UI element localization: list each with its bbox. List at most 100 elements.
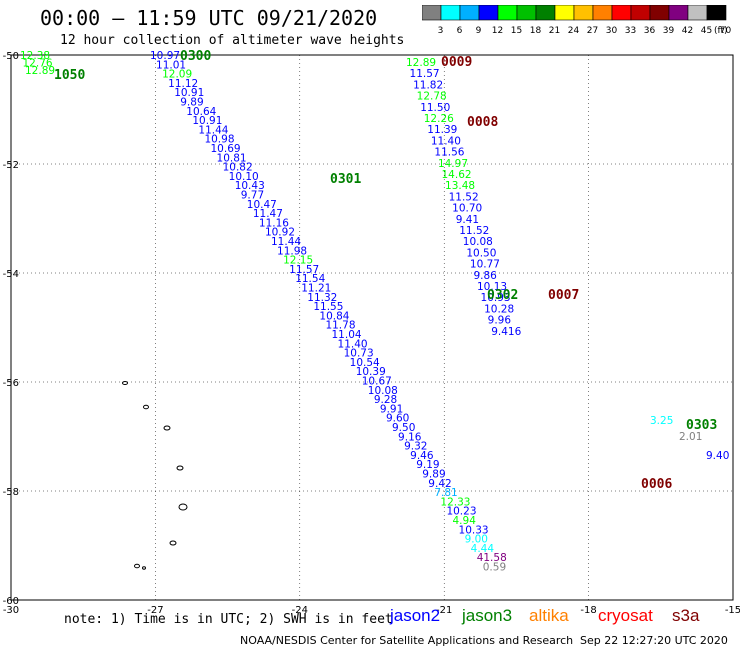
wave-height-label: 11.40: [431, 135, 461, 147]
colorbar-unit: (ft): [714, 26, 728, 36]
wave-height-label: 11.57: [289, 264, 319, 276]
legend-item-cryosat: cryosat: [598, 606, 653, 625]
wave-height-label: 9.28: [374, 394, 397, 406]
colorbar-label: 36: [644, 26, 656, 36]
wave-height-label: 9.86: [473, 270, 497, 282]
wave-height-label: 0.59: [483, 562, 506, 574]
wave-height-label: 10.47: [247, 199, 277, 211]
colorbar-swatch: [706, 5, 727, 21]
legend-item-altika: altika: [529, 606, 569, 625]
wave-height-label: 11.52: [459, 225, 489, 237]
lat-tick-label: -50: [3, 51, 19, 62]
wave-height-label: 11.82: [413, 79, 443, 91]
wave-height-label: 10.64: [186, 106, 216, 118]
wave-height-label: 4.94: [453, 515, 477, 527]
colorbar-label: 30: [606, 26, 618, 36]
wave-height-label: 10.70: [452, 203, 482, 215]
wave-height-label: 10.77: [470, 259, 500, 271]
credit-text: NOAA/NESDIS Center for Satellite Applica…: [240, 634, 574, 647]
colorbar-label: 42: [682, 26, 693, 36]
wave-height-label: 12.15: [283, 255, 313, 267]
wave-height-label: 12.78: [417, 91, 447, 103]
wave-height-label: 11.01: [156, 59, 186, 71]
wave-height-label: 9.42: [428, 478, 451, 490]
wave-height-label: 10.84: [319, 310, 349, 322]
wave-height-label: 10.97: [150, 50, 180, 62]
lon-tick-label: -18: [580, 605, 596, 616]
lon-tick-label: -15: [725, 605, 740, 616]
wave-height-label: 11.98: [277, 245, 307, 257]
island-outline: [122, 381, 128, 385]
wave-height-label: 9.16: [398, 431, 422, 443]
colorbar-label: 9: [476, 26, 482, 36]
wave-height-label: 2.01: [679, 431, 702, 443]
wave-height-label: 10.50: [466, 247, 496, 259]
page-title: 00:00 – 11:59 UTC 09/21/2020: [40, 6, 378, 30]
wave-height-label: 12.89: [25, 65, 55, 77]
wave-height-label: 10.91: [192, 115, 222, 127]
wave-height-label: 10.69: [211, 143, 241, 155]
wave-height-label: 10.93: [481, 292, 511, 304]
wave-height-label: 11.12: [168, 78, 198, 90]
colorbar-label: 12: [492, 26, 503, 36]
wave-height-label: 12.89: [406, 57, 436, 69]
wave-height-label: 11.21: [301, 283, 331, 295]
wave-height-label: 10.13: [477, 281, 507, 293]
legend-item-jason3: jason3: [462, 606, 513, 625]
lon-tick-label: -24: [292, 605, 308, 616]
pass-time-label: 0009: [441, 55, 472, 70]
wave-height-label: 9.40: [706, 450, 729, 462]
wave-height-label: 9.32: [404, 441, 427, 453]
wave-height-label: 10.91: [174, 87, 204, 99]
island-outline: [178, 503, 188, 511]
island-outline: [163, 425, 171, 431]
lat-tick-label: -54: [3, 269, 19, 280]
wave-height-label: 11.44: [271, 236, 301, 248]
wave-height-label: 12.38: [20, 50, 50, 62]
wave-height-label: 11.57: [410, 68, 440, 80]
wave-height-label: 10.10: [229, 171, 259, 183]
wave-height-label: 10.73: [344, 348, 374, 360]
wave-height-label: 9.46: [410, 450, 434, 462]
wave-height-label: 10.98: [204, 134, 234, 146]
pass-time-label: 0300: [180, 49, 211, 64]
wave-height-label: 10.08: [368, 385, 398, 397]
wave-height-label: 10.92: [265, 227, 295, 239]
wave-height-label: 10.23: [446, 506, 476, 518]
wave-height-label: 12.76: [23, 58, 53, 70]
pass-time-label: 0006: [641, 477, 672, 492]
lat-tick-label: -58: [3, 487, 19, 498]
wave-height-label: 10.81: [217, 152, 247, 164]
pass-time-label: 0301: [330, 172, 361, 187]
colorbar-label: 45: [701, 26, 712, 36]
pass-time-label: 0008: [467, 115, 498, 130]
wave-height-label: 11.04: [332, 329, 362, 341]
island-outline: [176, 465, 184, 471]
legend-item-s3a: s3a: [672, 606, 700, 625]
wave-height-label: 10.39: [356, 366, 386, 378]
wave-height-label: 4.44: [471, 543, 495, 555]
wave-height-label: 11.55: [313, 301, 343, 313]
wave-height-label: 14.97: [438, 158, 468, 170]
pass-time-label: 0303: [686, 418, 717, 433]
pass-time-label: 0007: [548, 288, 579, 303]
legend-item-jason2: jason2: [390, 606, 441, 625]
wave-height-label: 11.78: [325, 320, 355, 332]
wave-height-label: 10.54: [350, 357, 380, 369]
wave-height-label: 14.62: [442, 169, 472, 181]
wave-height-label: 9.77: [241, 190, 264, 202]
wave-height-label: 10.33: [459, 524, 489, 536]
wave-height-label: 41.58: [477, 552, 507, 564]
lat-tick-label: -60: [3, 596, 19, 607]
wave-height-label: 11.39: [427, 124, 457, 136]
island-outline: [169, 540, 177, 546]
wave-height-label: 11.50: [420, 102, 450, 114]
wave-height-label: 10.28: [484, 303, 514, 315]
colorbar-label: 27: [587, 26, 598, 36]
colorbar-label: 6: [457, 26, 463, 36]
wave-height-label: 9.89: [422, 469, 445, 481]
island-outline: [142, 566, 146, 570]
colorbar: 3 6 9 12 15 18 21 24 27 30 33 36 39 42 45 70(ft): [422, 5, 731, 36]
wave-height-label: 12.33: [440, 496, 470, 508]
